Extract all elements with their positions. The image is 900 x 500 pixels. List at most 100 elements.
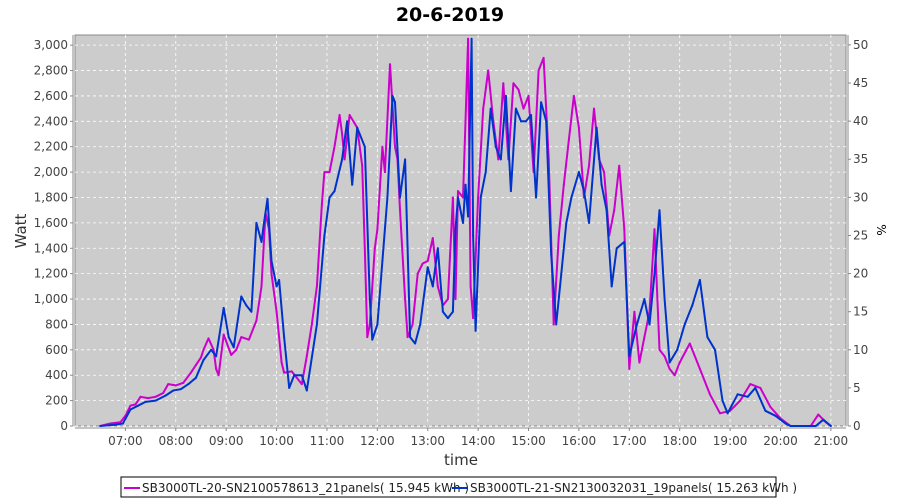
x-tick-label: 16:00 bbox=[562, 434, 597, 448]
data-point bbox=[706, 336, 709, 339]
data-point bbox=[426, 266, 429, 269]
data-point bbox=[320, 202, 323, 205]
x-tick-label: 17:00 bbox=[612, 434, 647, 448]
data-point bbox=[139, 395, 142, 398]
data-point bbox=[255, 319, 258, 322]
data-point bbox=[323, 234, 326, 237]
data-point bbox=[250, 310, 253, 313]
data-point bbox=[623, 228, 626, 231]
data-point bbox=[290, 370, 293, 373]
y-axis: 0 200 400 600 800 1,000 1,200 1,400 1,600 1,800 2,… bbox=[34, 35, 74, 433]
data-point bbox=[363, 145, 366, 148]
data-point bbox=[363, 247, 366, 250]
data-point bbox=[260, 285, 263, 288]
data-point bbox=[683, 323, 686, 326]
data-point bbox=[638, 361, 641, 364]
data-point bbox=[736, 393, 739, 396]
y-tick-label: 2,800 bbox=[34, 64, 68, 78]
data-point bbox=[202, 358, 205, 361]
data-point bbox=[441, 310, 444, 313]
x-axis: 07:00 08:00 09:00 10:00 11:00 12:00 13:00 14:00… bbox=[75, 427, 848, 448]
data-point bbox=[283, 371, 286, 374]
data-point bbox=[288, 386, 291, 389]
data-point bbox=[567, 139, 570, 142]
data-point bbox=[341, 158, 344, 161]
data-point bbox=[323, 171, 326, 174]
data-point bbox=[519, 120, 522, 123]
data-point bbox=[119, 421, 122, 424]
data-point bbox=[240, 295, 243, 298]
data-point bbox=[99, 425, 102, 427]
data-point bbox=[431, 237, 434, 240]
data-point bbox=[512, 82, 515, 85]
data-point bbox=[278, 279, 281, 282]
data-point bbox=[550, 253, 553, 256]
data-point bbox=[436, 247, 439, 250]
data-point bbox=[179, 388, 182, 391]
data-point bbox=[210, 348, 213, 351]
x-tick-label: 20:00 bbox=[763, 434, 798, 448]
data-point bbox=[769, 405, 772, 408]
data-point bbox=[678, 361, 681, 364]
data-point bbox=[676, 348, 679, 351]
data-point bbox=[462, 221, 465, 224]
y-tick-label: 0 bbox=[60, 419, 68, 433]
data-point bbox=[419, 323, 422, 326]
data-point bbox=[222, 306, 225, 309]
data-point bbox=[472, 234, 475, 237]
legend-label-1: SB3000TL-20-SN2100578613_21panels( 15.94… bbox=[142, 481, 469, 495]
data-point bbox=[668, 361, 671, 364]
data-point bbox=[371, 338, 374, 341]
chart-title: 20-6-2019 bbox=[396, 4, 504, 26]
data-point bbox=[698, 367, 701, 370]
y-tick-label: 1,200 bbox=[34, 267, 68, 281]
data-point bbox=[283, 336, 286, 339]
data-point bbox=[530, 113, 533, 116]
y2-tick-label: 50 bbox=[853, 38, 868, 52]
x-tick-label: 18:00 bbox=[662, 434, 697, 448]
data-point bbox=[456, 190, 459, 193]
data-point bbox=[648, 323, 651, 326]
data-point bbox=[653, 228, 656, 231]
data-point bbox=[406, 336, 409, 339]
y-tick-label: 1,600 bbox=[34, 216, 68, 230]
data-point bbox=[464, 183, 467, 186]
data-point bbox=[399, 209, 402, 212]
data-point bbox=[789, 425, 792, 427]
data-point bbox=[446, 298, 449, 301]
y-tick-label: 2,600 bbox=[34, 89, 68, 103]
data-point bbox=[199, 356, 202, 359]
data-point bbox=[174, 384, 177, 387]
x-tick-label: 14:00 bbox=[461, 434, 496, 448]
x-tick-label: 13:00 bbox=[410, 434, 445, 448]
legend-label-2: SB3000TL-21-SN2130032031_19panels( 15.26… bbox=[470, 481, 797, 495]
data-point bbox=[482, 107, 485, 110]
data-point bbox=[470, 37, 473, 40]
data-point bbox=[202, 348, 205, 351]
data-point bbox=[774, 414, 777, 417]
data-point bbox=[522, 107, 525, 110]
data-point bbox=[673, 374, 676, 377]
data-point bbox=[494, 145, 497, 148]
x-tick-label: 07:00 bbox=[108, 434, 143, 448]
data-point bbox=[535, 196, 538, 199]
data-point bbox=[194, 376, 197, 379]
y2-axis: 0 5 10 15 20 25 30 35 40 45 50 bbox=[847, 35, 868, 433]
data-point bbox=[351, 183, 354, 186]
y-tick-label: 2,200 bbox=[34, 140, 68, 154]
data-point bbox=[663, 355, 666, 358]
y2-tick-label: 35 bbox=[853, 152, 868, 166]
data-point bbox=[187, 383, 190, 386]
data-point bbox=[691, 304, 694, 307]
data-point bbox=[635, 323, 638, 326]
data-point bbox=[373, 247, 376, 250]
data-point bbox=[749, 383, 752, 386]
data-point bbox=[270, 272, 273, 275]
data-point bbox=[154, 395, 157, 398]
data-point bbox=[381, 259, 384, 262]
y-axis-label: Watt bbox=[12, 213, 30, 248]
data-point bbox=[469, 285, 472, 288]
data-point bbox=[588, 221, 590, 224]
data-point bbox=[688, 342, 691, 345]
data-point bbox=[129, 408, 132, 411]
